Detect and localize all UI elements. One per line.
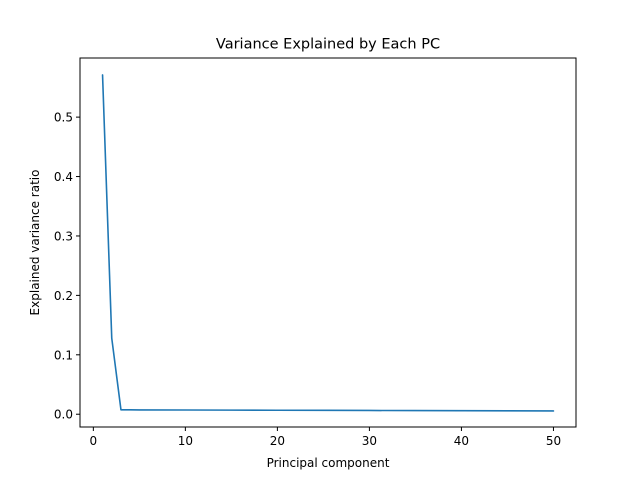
y-tick-label: 0.1 (54, 348, 73, 362)
series-line (101, 74, 555, 412)
x-tick-label: 40 (454, 434, 469, 448)
x-tick-label: 0 (90, 434, 98, 448)
y-tick-label: 0.4 (54, 170, 73, 184)
y-tick-label: 0.5 (54, 111, 73, 125)
x-tick-label: 10 (178, 434, 193, 448)
y-axis: 0.0 0.1 0.2 0.3 0.4 0.5 (54, 111, 80, 422)
chart-title: Variance Explained by Each PC (216, 37, 440, 53)
x-axis: 0 10 20 30 40 50 (90, 427, 561, 448)
plot-frame (79, 57, 577, 428)
y-tick-label: 0.2 (54, 289, 73, 303)
y-tick-label: 0.3 (54, 229, 73, 243)
x-tick-label: 20 (270, 434, 285, 448)
x-tick-label: 30 (362, 434, 377, 448)
plot-area (79, 57, 577, 428)
x-tick-label: 50 (546, 434, 561, 448)
y-tick-label: 0.0 (54, 408, 73, 422)
y-axis-label: Explained variance ratio (28, 170, 42, 316)
x-axis-label: Principal component (267, 456, 390, 470)
series-layer (101, 74, 555, 412)
